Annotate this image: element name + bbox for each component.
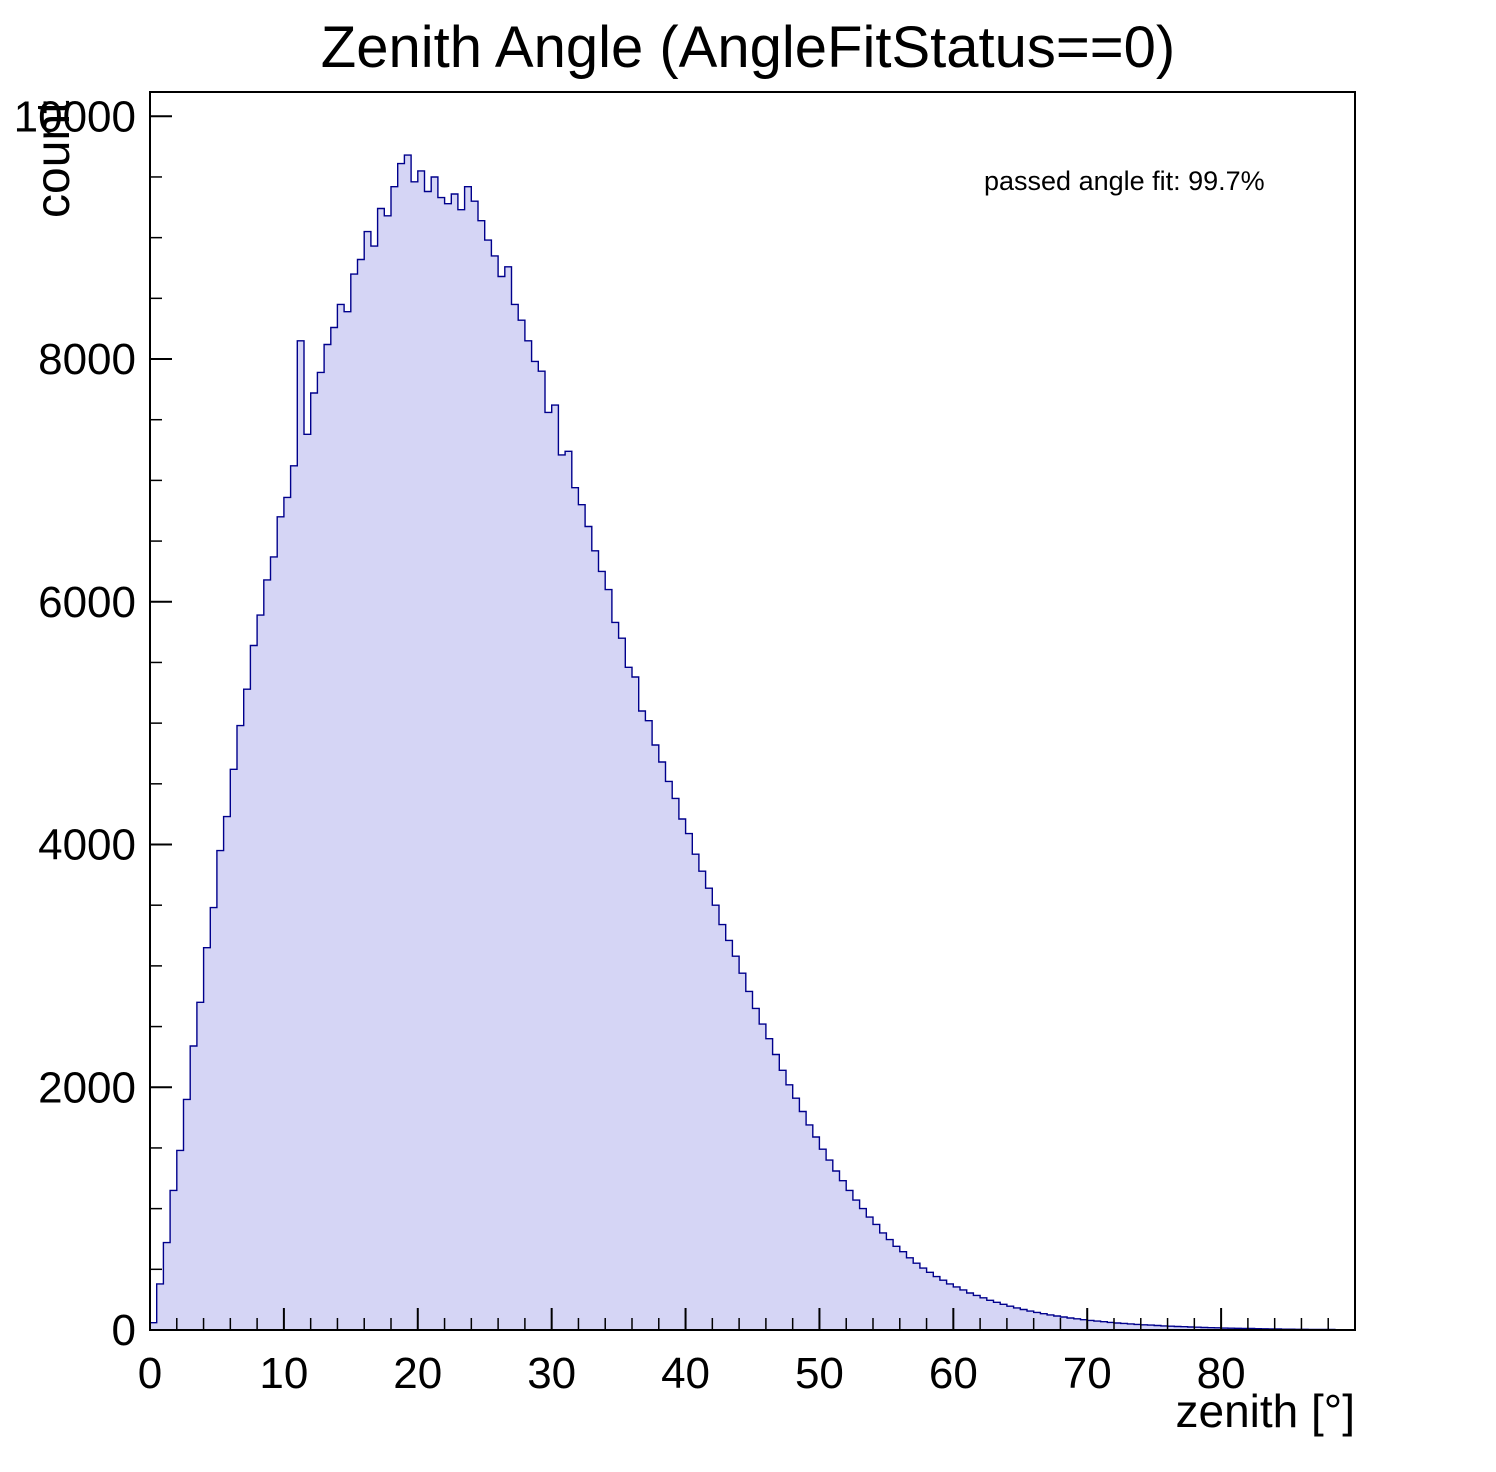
- x-tick-label: 0: [138, 1349, 162, 1398]
- plot-frame: [149, 91, 1356, 1331]
- x-tick-label: 50: [795, 1349, 844, 1398]
- x-tick-label: 30: [527, 1349, 576, 1398]
- y-tick-label: 0: [112, 1306, 136, 1355]
- y-tick-label: 8000: [38, 335, 136, 384]
- x-tick-label: 80: [1197, 1349, 1246, 1398]
- x-axis-label: zenith [°]: [1175, 1385, 1356, 1437]
- y-axis-label: count: [27, 100, 80, 218]
- y-tick-label: 6000: [38, 578, 136, 627]
- passed-fraction-annotation: passed angle fit: 99.7%: [984, 166, 1265, 196]
- y-tick-label: 4000: [38, 821, 136, 870]
- x-tick-label: 10: [259, 1349, 308, 1398]
- y-tick-label: 10000: [14, 92, 136, 141]
- y-tick-label: 2000: [38, 1063, 136, 1112]
- histogram-area: [149, 154, 1336, 1331]
- x-tick-label: 60: [929, 1349, 978, 1398]
- chart-title: Zenith Angle (AngleFitStatus==0): [320, 15, 1176, 80]
- x-tick-label: 70: [1063, 1349, 1112, 1398]
- x-tick-label: 40: [661, 1349, 710, 1398]
- x-tick-label: 20: [393, 1349, 442, 1398]
